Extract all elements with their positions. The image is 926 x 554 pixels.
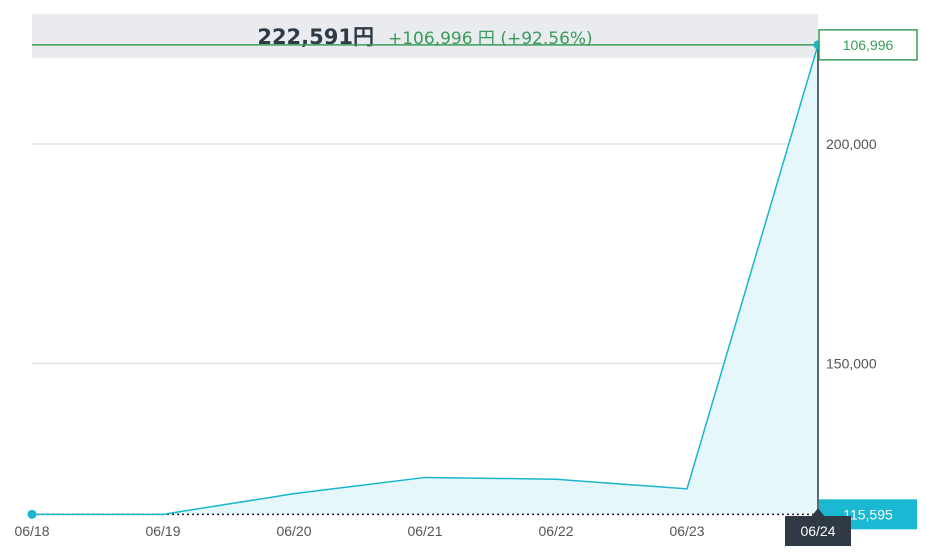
x-tick-label-0: 06/18 (14, 523, 49, 539)
x-tick-label-5: 06/23 (669, 523, 704, 539)
x-tick-label-3: 06/21 (407, 523, 442, 539)
x-tick-label-2: 06/20 (276, 523, 311, 539)
top-value-box (818, 29, 918, 61)
date-badge-pointer (811, 508, 825, 517)
area-fill (32, 44, 818, 515)
y-tick-label-1: 150,000 (826, 355, 877, 371)
x-tick-label-1: 06/19 (145, 523, 180, 539)
change-value: +106,996 円 (+92.56%) (387, 28, 593, 49)
base-value-label: 115,595 (843, 506, 893, 522)
top-value-label: 106,996 (843, 37, 894, 53)
series-line (32, 44, 819, 516)
summary-bar: 222,591円 +106,996 円 (+92.56%) (32, 14, 818, 58)
x-tick-label-6: 06/24 (800, 523, 835, 539)
y-tick-label-0: 200,000 (826, 136, 877, 152)
x-tick-label-4: 06/22 (538, 523, 573, 539)
start-point (27, 509, 37, 519)
date-badge (785, 516, 851, 546)
